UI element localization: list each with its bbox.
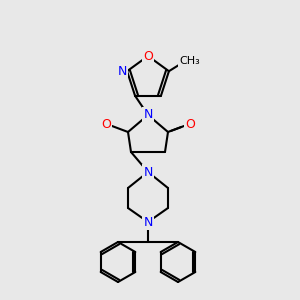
Text: O: O [101, 118, 111, 130]
Text: N: N [143, 215, 153, 229]
Text: N: N [143, 109, 153, 122]
Text: N: N [143, 166, 153, 178]
Text: O: O [143, 50, 153, 62]
Text: CH₃: CH₃ [179, 56, 200, 66]
Text: O: O [185, 118, 195, 130]
Text: N: N [117, 65, 127, 78]
